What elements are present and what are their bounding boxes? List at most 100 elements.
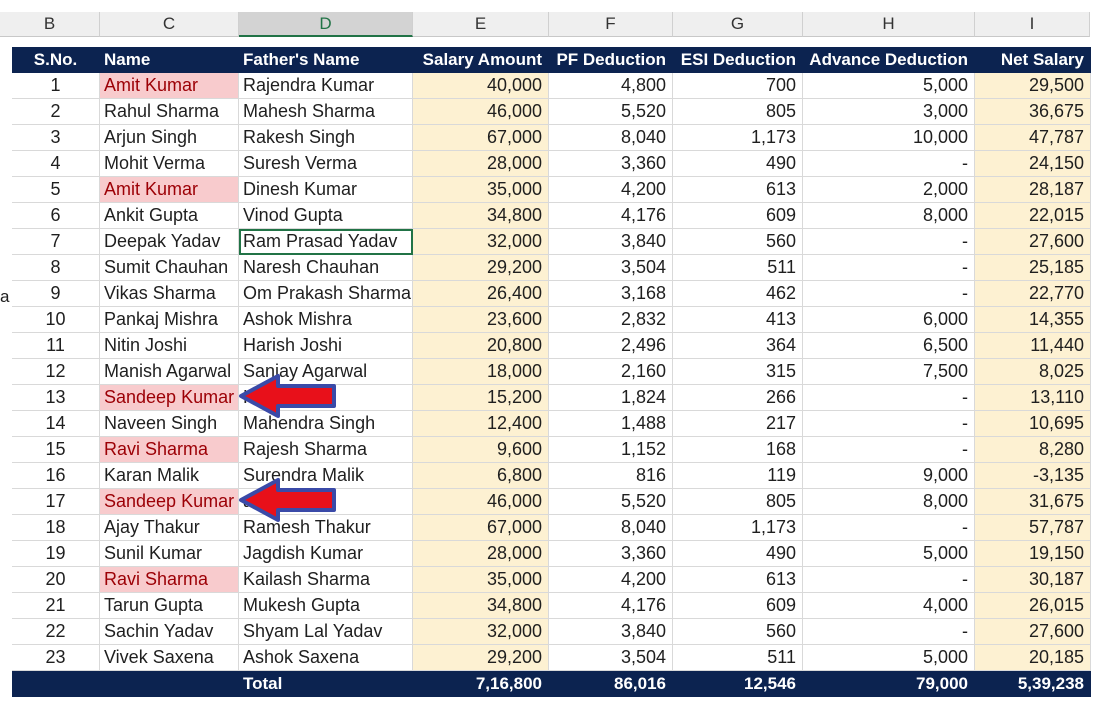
cell-esi[interactable]: 1,173 — [673, 515, 803, 541]
cell-pf[interactable]: 3,168 — [549, 281, 673, 307]
cell-advance[interactable]: 6,000 — [803, 307, 975, 333]
cell-net[interactable]: 28,187 — [975, 177, 1091, 203]
cell-advance[interactable]: - — [803, 411, 975, 437]
cell-sno[interactable]: 19 — [12, 541, 100, 567]
cell-pf[interactable]: 816 — [549, 463, 673, 489]
cell-advance[interactable]: 4,000 — [803, 593, 975, 619]
cell-father[interactable]: Vinod Gupta — [239, 203, 413, 229]
cell-esi[interactable]: 490 — [673, 151, 803, 177]
cell-net[interactable]: 22,770 — [975, 281, 1091, 307]
cell-name[interactable]: Ravi Sharma — [100, 437, 239, 463]
cell-pf[interactable]: 8,040 — [549, 515, 673, 541]
header-father[interactable]: Father's Name — [239, 47, 413, 73]
cell-pf[interactable]: 4,200 — [549, 567, 673, 593]
cell-salary[interactable]: 35,000 — [413, 567, 549, 593]
cell-advance[interactable]: 7,500 — [803, 359, 975, 385]
cell-name[interactable]: Ravi Sharma — [100, 567, 239, 593]
cell-sno[interactable]: 14 — [12, 411, 100, 437]
column-header-f[interactable]: F — [549, 12, 673, 37]
cell-name[interactable]: Arjun Singh — [100, 125, 239, 151]
cell-esi[interactable]: 168 — [673, 437, 803, 463]
cell-father[interactable]: Shyam Lal Yadav — [239, 619, 413, 645]
cell-father[interactable]: Mahesh Sharma — [239, 99, 413, 125]
cell-pf[interactable]: 2,832 — [549, 307, 673, 333]
cell-salary[interactable]: 18,000 — [413, 359, 549, 385]
cell-pf[interactable]: 3,840 — [549, 229, 673, 255]
cell-esi[interactable]: 119 — [673, 463, 803, 489]
cell-esi[interactable]: 560 — [673, 229, 803, 255]
cell-advance[interactable]: 5,000 — [803, 541, 975, 567]
cell-sno[interactable]: 21 — [12, 593, 100, 619]
cell-pf[interactable]: 2,160 — [549, 359, 673, 385]
cell-net[interactable]: 31,675 — [975, 489, 1091, 515]
cell-name[interactable]: Karan Malik — [100, 463, 239, 489]
cell-pf[interactable]: 3,504 — [549, 645, 673, 671]
cell-pf[interactable]: 1,488 — [549, 411, 673, 437]
cell-name[interactable]: Sandeep Kumar — [100, 385, 239, 411]
cell-pf[interactable]: 5,520 — [549, 99, 673, 125]
cell-salary[interactable]: 46,000 — [413, 99, 549, 125]
cell-sno[interactable]: 7 — [12, 229, 100, 255]
total-pf[interactable]: 86,016 — [549, 671, 673, 697]
column-header-b[interactable]: B — [0, 12, 100, 37]
cell-advance[interactable]: - — [803, 229, 975, 255]
cell-salary[interactable]: 46,000 — [413, 489, 549, 515]
header-sno[interactable]: S.No. — [12, 47, 100, 73]
cell-esi[interactable]: 511 — [673, 255, 803, 281]
cell-net[interactable]: 25,185 — [975, 255, 1091, 281]
total-esi[interactable]: 12,546 — [673, 671, 803, 697]
cell-name[interactable]: Naveen Singh — [100, 411, 239, 437]
cell-pf[interactable]: 4,176 — [549, 593, 673, 619]
cell-sno[interactable]: 2 — [12, 99, 100, 125]
cell-esi[interactable]: 266 — [673, 385, 803, 411]
cell-name[interactable]: Ajay Thakur — [100, 515, 239, 541]
cell-net[interactable]: 14,355 — [975, 307, 1091, 333]
cell-name[interactable]: Sumit Chauhan — [100, 255, 239, 281]
cell-sno[interactable]: 12 — [12, 359, 100, 385]
total-salary[interactable]: 7,16,800 — [413, 671, 549, 697]
cell-net[interactable]: -3,135 — [975, 463, 1091, 489]
cell-esi[interactable]: 560 — [673, 619, 803, 645]
cell-salary[interactable]: 23,600 — [413, 307, 549, 333]
cell-net[interactable]: 57,787 — [975, 515, 1091, 541]
cell-father[interactable]: Naresh Chauhan — [239, 255, 413, 281]
cell-sno[interactable]: 4 — [12, 151, 100, 177]
cell-salary[interactable]: 40,000 — [413, 73, 549, 99]
cell-esi[interactable]: 511 — [673, 645, 803, 671]
cell-esi[interactable]: 413 — [673, 307, 803, 333]
cell-sno[interactable]: 11 — [12, 333, 100, 359]
cell-sno[interactable]: 5 — [12, 177, 100, 203]
cell-name[interactable]: Sachin Yadav — [100, 619, 239, 645]
cell-esi[interactable]: 613 — [673, 567, 803, 593]
cell-advance[interactable]: - — [803, 515, 975, 541]
column-header-d[interactable]: D — [239, 12, 413, 37]
cell-name[interactable]: Sandeep Kumar — [100, 489, 239, 515]
column-header-h[interactable]: H — [803, 12, 975, 37]
cell-pf[interactable]: 4,800 — [549, 73, 673, 99]
cell-name[interactable]: Vikas Sharma — [100, 281, 239, 307]
cell-net[interactable]: 26,015 — [975, 593, 1091, 619]
cell-salary[interactable]: 34,800 — [413, 203, 549, 229]
cell-pf[interactable]: 8,040 — [549, 125, 673, 151]
cell-advance[interactable]: - — [803, 619, 975, 645]
cell-esi[interactable]: 217 — [673, 411, 803, 437]
cell-net[interactable]: 8,025 — [975, 359, 1091, 385]
cell-father[interactable]: Rajesh Sharma — [239, 437, 413, 463]
cell-esi[interactable]: 364 — [673, 333, 803, 359]
total-father[interactable]: Total — [239, 671, 413, 697]
cell-sno[interactable]: 3 — [12, 125, 100, 151]
cell-advance[interactable]: 8,000 — [803, 489, 975, 515]
cell-sno[interactable]: 16 — [12, 463, 100, 489]
cell-father[interactable]: Mahendra Singh — [239, 411, 413, 437]
cell-sno[interactable]: 15 — [12, 437, 100, 463]
cell-sno[interactable]: 17 — [12, 489, 100, 515]
cell-sno[interactable]: 9 — [12, 281, 100, 307]
cell-esi[interactable]: 490 — [673, 541, 803, 567]
cell-net[interactable]: 36,675 — [975, 99, 1091, 125]
cell-name[interactable]: Amit Kumar — [100, 73, 239, 99]
cell-salary[interactable]: 28,000 — [413, 541, 549, 567]
cell-advance[interactable]: 2,000 — [803, 177, 975, 203]
header-esi[interactable]: ESI Deduction — [673, 47, 803, 73]
cell-pf[interactable]: 3,504 — [549, 255, 673, 281]
cell-father[interactable]: Mukesh Gupta — [239, 593, 413, 619]
